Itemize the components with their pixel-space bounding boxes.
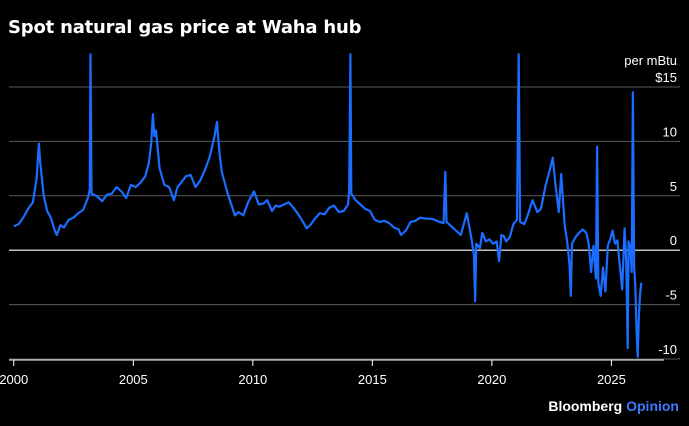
x-tick-label: 2025 xyxy=(597,372,626,387)
x-axis: 2000 2005 2010 2015 2020 2025 xyxy=(0,359,664,387)
y-tick-label: -10 xyxy=(658,342,677,357)
y-tick-label: 10 xyxy=(663,124,677,139)
x-tick-label: 2020 xyxy=(477,372,506,387)
y-tick-label: 5 xyxy=(670,179,677,194)
chart-title: Spot natural gas price at Waha hub xyxy=(8,17,362,38)
x-tick-label: 2005 xyxy=(119,372,148,387)
grid-lines xyxy=(9,86,680,360)
y-unit-label: per mBtu xyxy=(624,53,677,68)
credit-sub: Opinion xyxy=(626,398,679,414)
x-tick-label: 2000 xyxy=(0,372,28,387)
y-axis-labels: $15 10 5 0 -5 -10 xyxy=(655,70,677,357)
y-tick-label: -5 xyxy=(665,288,677,303)
x-tick-label: 2015 xyxy=(358,372,387,387)
x-tick-label: 2010 xyxy=(238,372,267,387)
credit: Bloomberg Opinion xyxy=(548,398,679,414)
price-series-line xyxy=(13,53,643,358)
series-layer xyxy=(13,53,643,358)
y-tick-label: $15 xyxy=(655,70,677,85)
credit-brand: Bloomberg xyxy=(548,398,623,414)
y-tick-label: 0 xyxy=(670,233,677,248)
